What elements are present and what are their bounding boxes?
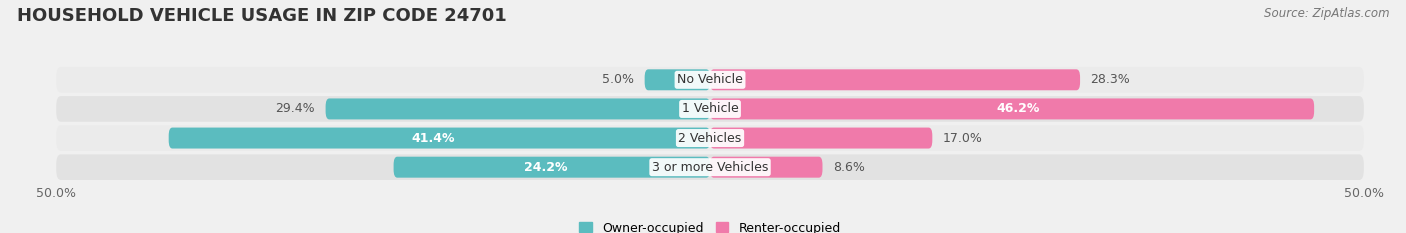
Text: 2 Vehicles: 2 Vehicles [679, 132, 741, 144]
FancyBboxPatch shape [169, 128, 710, 149]
FancyBboxPatch shape [710, 98, 1315, 119]
FancyBboxPatch shape [56, 96, 1364, 122]
Text: 29.4%: 29.4% [276, 103, 315, 115]
Text: 17.0%: 17.0% [943, 132, 983, 144]
FancyBboxPatch shape [644, 69, 710, 90]
Text: 3 or more Vehicles: 3 or more Vehicles [652, 161, 768, 174]
Text: Source: ZipAtlas.com: Source: ZipAtlas.com [1264, 7, 1389, 20]
FancyBboxPatch shape [326, 98, 710, 119]
FancyBboxPatch shape [56, 154, 1364, 180]
Text: 41.4%: 41.4% [411, 132, 454, 144]
Text: 8.6%: 8.6% [832, 161, 865, 174]
FancyBboxPatch shape [710, 128, 932, 149]
Text: No Vehicle: No Vehicle [678, 73, 742, 86]
Text: 46.2%: 46.2% [997, 103, 1040, 115]
Text: 28.3%: 28.3% [1091, 73, 1130, 86]
FancyBboxPatch shape [394, 157, 710, 178]
Legend: Owner-occupied, Renter-occupied: Owner-occupied, Renter-occupied [575, 216, 845, 233]
FancyBboxPatch shape [710, 69, 1080, 90]
FancyBboxPatch shape [56, 67, 1364, 93]
Text: 5.0%: 5.0% [602, 73, 634, 86]
Text: 1 Vehicle: 1 Vehicle [682, 103, 738, 115]
Text: 24.2%: 24.2% [523, 161, 567, 174]
Text: HOUSEHOLD VEHICLE USAGE IN ZIP CODE 24701: HOUSEHOLD VEHICLE USAGE IN ZIP CODE 2470… [17, 7, 506, 25]
FancyBboxPatch shape [56, 125, 1364, 151]
FancyBboxPatch shape [710, 157, 823, 178]
